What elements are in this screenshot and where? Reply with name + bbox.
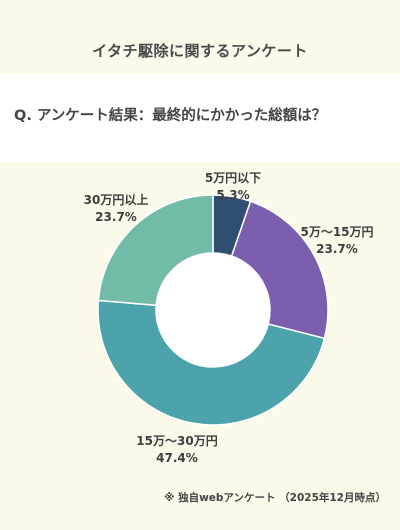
title-band: [0, 0, 400, 74]
donut-slice-2: [97, 299, 326, 426]
donut-slice-3: [97, 194, 214, 307]
slice-label-0: 5万円以下 5.3%: [205, 170, 261, 204]
category-label: 5万～15万円: [300, 225, 374, 239]
value-label: 23.7%: [316, 242, 358, 256]
slice-label-3: 30万円以上 23.7%: [84, 192, 149, 226]
question-band: [0, 74, 400, 162]
donut-hole: [156, 253, 270, 367]
category-label: 5万円以下: [204, 171, 262, 185]
page-title: イタチ駆除に関するアンケート: [92, 42, 308, 60]
donut-chart: [97, 194, 329, 426]
slice-label-2: 15万～30万円 47.4%: [136, 433, 217, 467]
value-label: 5.3%: [216, 188, 250, 202]
value-label: 23.7%: [95, 210, 137, 224]
survey-question: Q. アンケート結果：最終的にかかった総額は？: [14, 108, 327, 124]
category-label: 15万～30万円: [136, 434, 218, 448]
donut-slice-1: [230, 200, 329, 340]
value-label: 47.4%: [156, 451, 198, 465]
slice-label-1: 5万～15万円 23.7%: [300, 224, 373, 258]
category-label: 30万円以上: [83, 193, 149, 207]
footnote: ※ 独自webアンケート （2025年12月時点）: [164, 492, 386, 504]
